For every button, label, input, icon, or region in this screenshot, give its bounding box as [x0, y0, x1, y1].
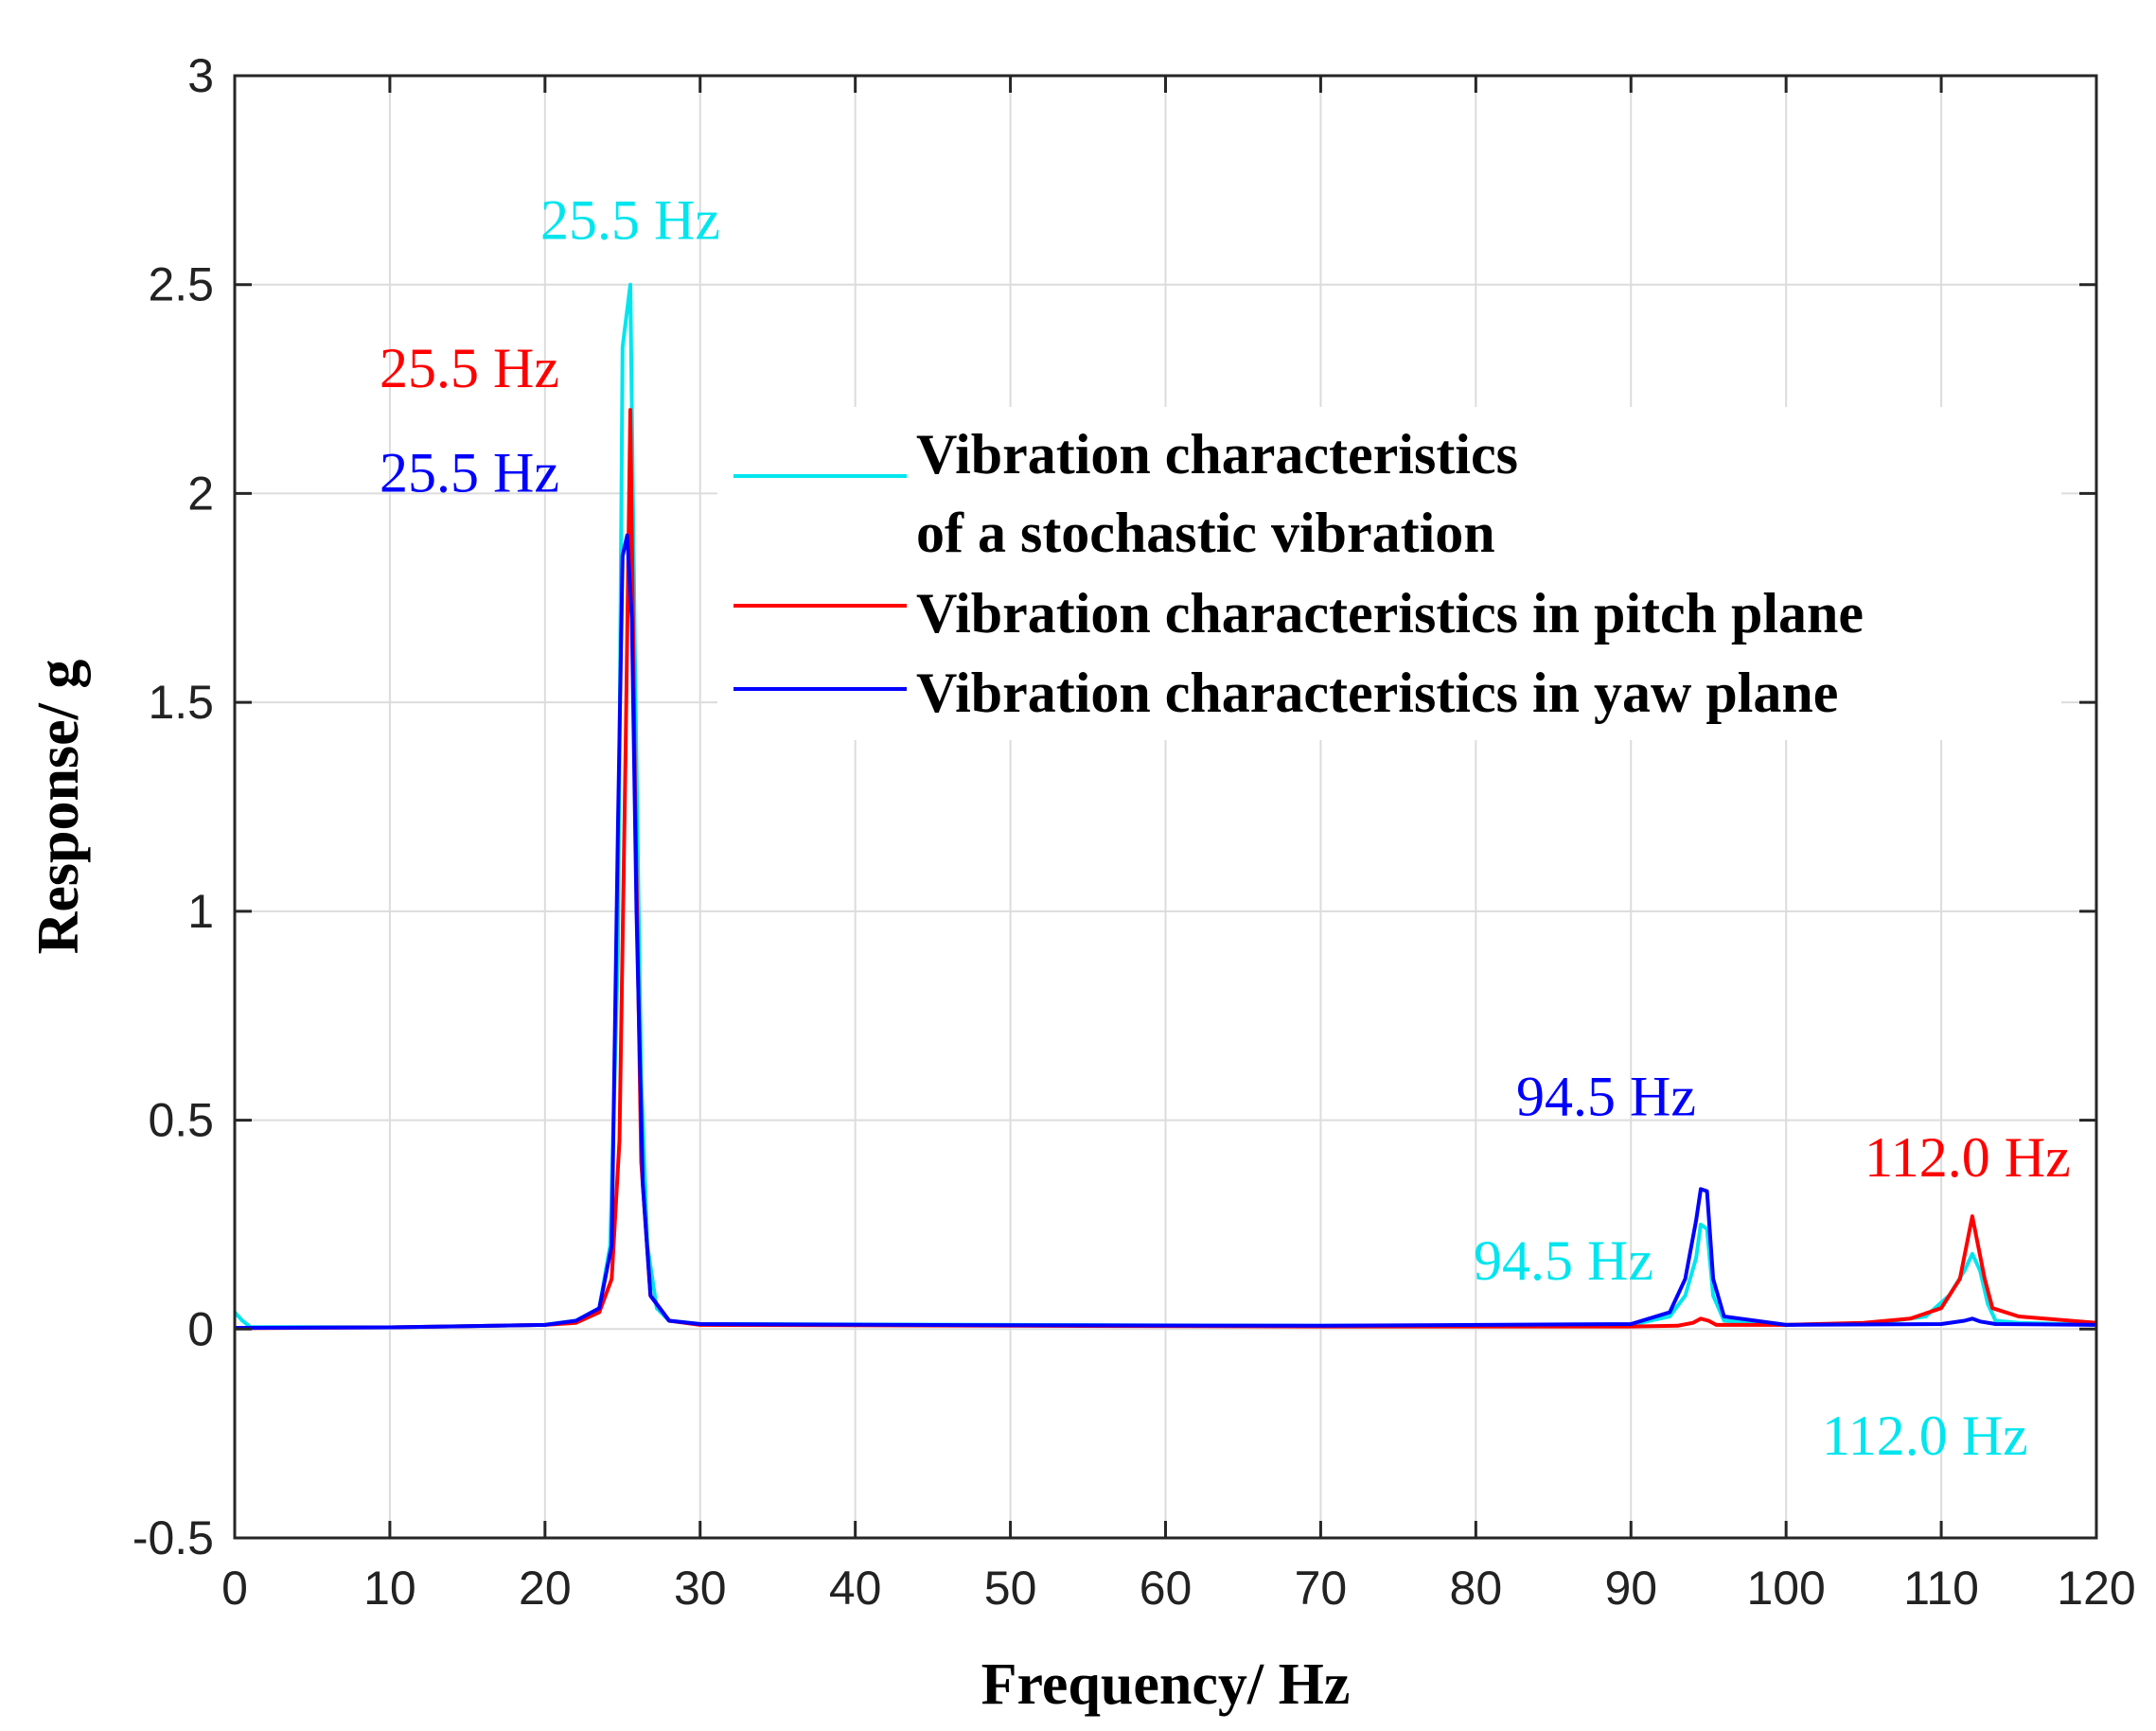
series-line-2: [234, 533, 2097, 1330]
legend: Vibration characteristics of a stochastic…: [717, 407, 2061, 740]
x-tick-label: 30: [674, 1562, 727, 1615]
y-tick-label: 1: [187, 885, 214, 938]
y-tick-label: 1.5: [148, 676, 214, 729]
x-tick-label: 120: [2057, 1562, 2135, 1615]
peak-label: 112.0 Hz: [1864, 1126, 2071, 1189]
legend-label-0: Vibration characteristics: [916, 423, 1518, 486]
y-tick-label: -0.5: [133, 1511, 214, 1564]
peak-label: 25.5 Hz: [380, 442, 559, 504]
peak-annotations: 25.5 Hz 25.5 Hz 25.5 Hz 94.5 Hz 94.5 Hz 112.0…: [380, 189, 2071, 1467]
series-layer: [233, 282, 2097, 1331]
grid-lines: [235, 76, 2096, 1538]
x-tick-label: 60: [1140, 1562, 1193, 1615]
peak-label: 112.0 Hz: [1822, 1404, 2028, 1467]
legend-label-2: Vibration characteristics in yaw plane: [916, 662, 1838, 724]
x-tick-label: 40: [829, 1562, 882, 1615]
y-tick-label: 3: [187, 49, 214, 102]
legend-label-0: of a stochastic vibration: [916, 502, 1495, 564]
x-tick-label: 80: [1450, 1562, 1503, 1615]
y-tick-label: 2: [187, 467, 214, 520]
x-axis-title: Frequency/ Hz: [981, 1652, 1351, 1717]
peak-label: 25.5 Hz: [380, 337, 559, 399]
x-tick-label: 90: [1604, 1562, 1657, 1615]
x-tick-label: 50: [984, 1562, 1037, 1615]
axis-ticks: 0 10 20 30 40 50 60 70 80 90 100 110 120-0.500.511.5…: [133, 49, 2136, 1615]
x-tick-label: 110: [1903, 1562, 1979, 1615]
y-axis-title: Response/ g: [27, 660, 91, 955]
x-tick-label: 100: [1746, 1562, 1825, 1615]
peak-label: 25.5 Hz: [540, 189, 720, 252]
legend-label-1: Vibration characteristics in pitch plane: [916, 582, 1864, 645]
y-tick-label: 0: [187, 1302, 214, 1355]
x-tick-label: 20: [519, 1562, 572, 1615]
x-tick-label: 70: [1295, 1562, 1348, 1615]
peak-label: 94.5 Hz: [1516, 1065, 1696, 1127]
peak-label: 94.5 Hz: [1474, 1229, 1653, 1292]
x-tick-label: 10: [363, 1562, 416, 1615]
x-tick-label: 0: [221, 1562, 248, 1615]
y-tick-label: 2.5: [148, 258, 214, 311]
y-tick-label: 0.5: [148, 1094, 214, 1147]
legend-background: [717, 407, 2061, 740]
